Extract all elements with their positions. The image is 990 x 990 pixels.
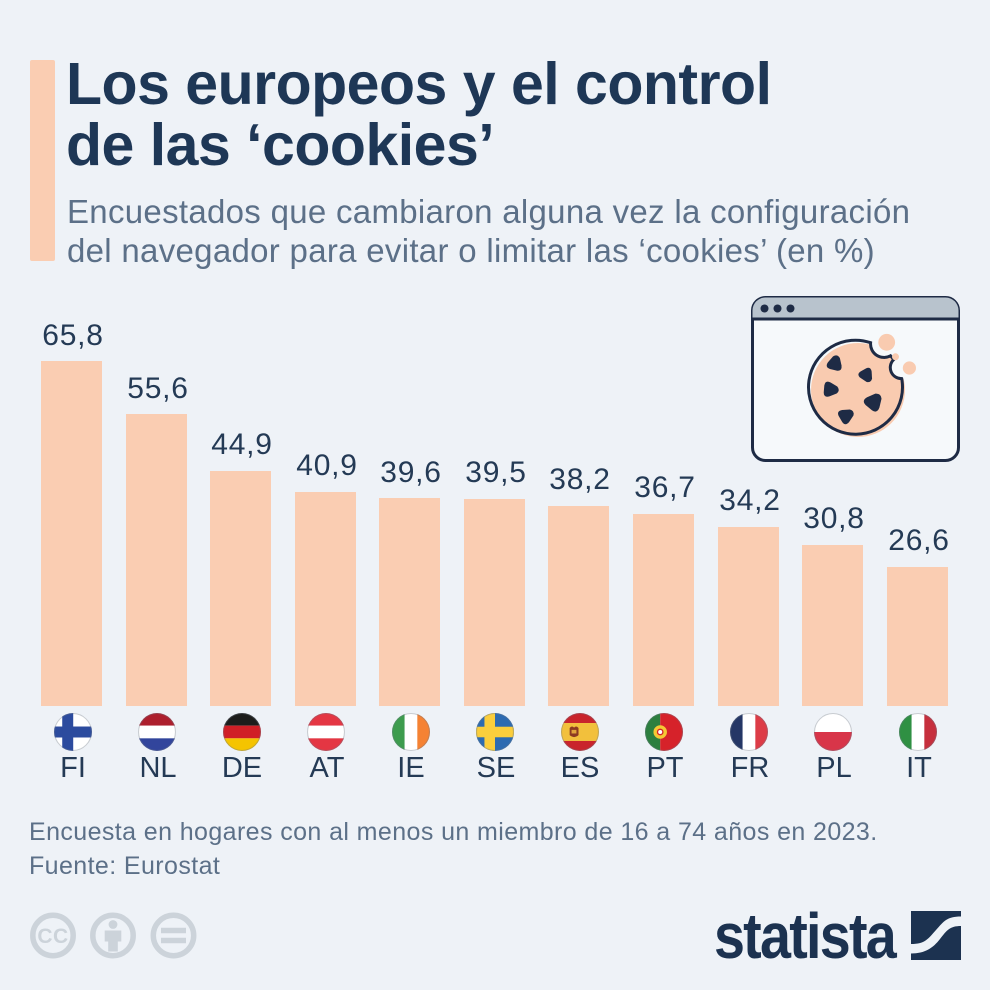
svg-text:CC: CC [37, 925, 68, 948]
